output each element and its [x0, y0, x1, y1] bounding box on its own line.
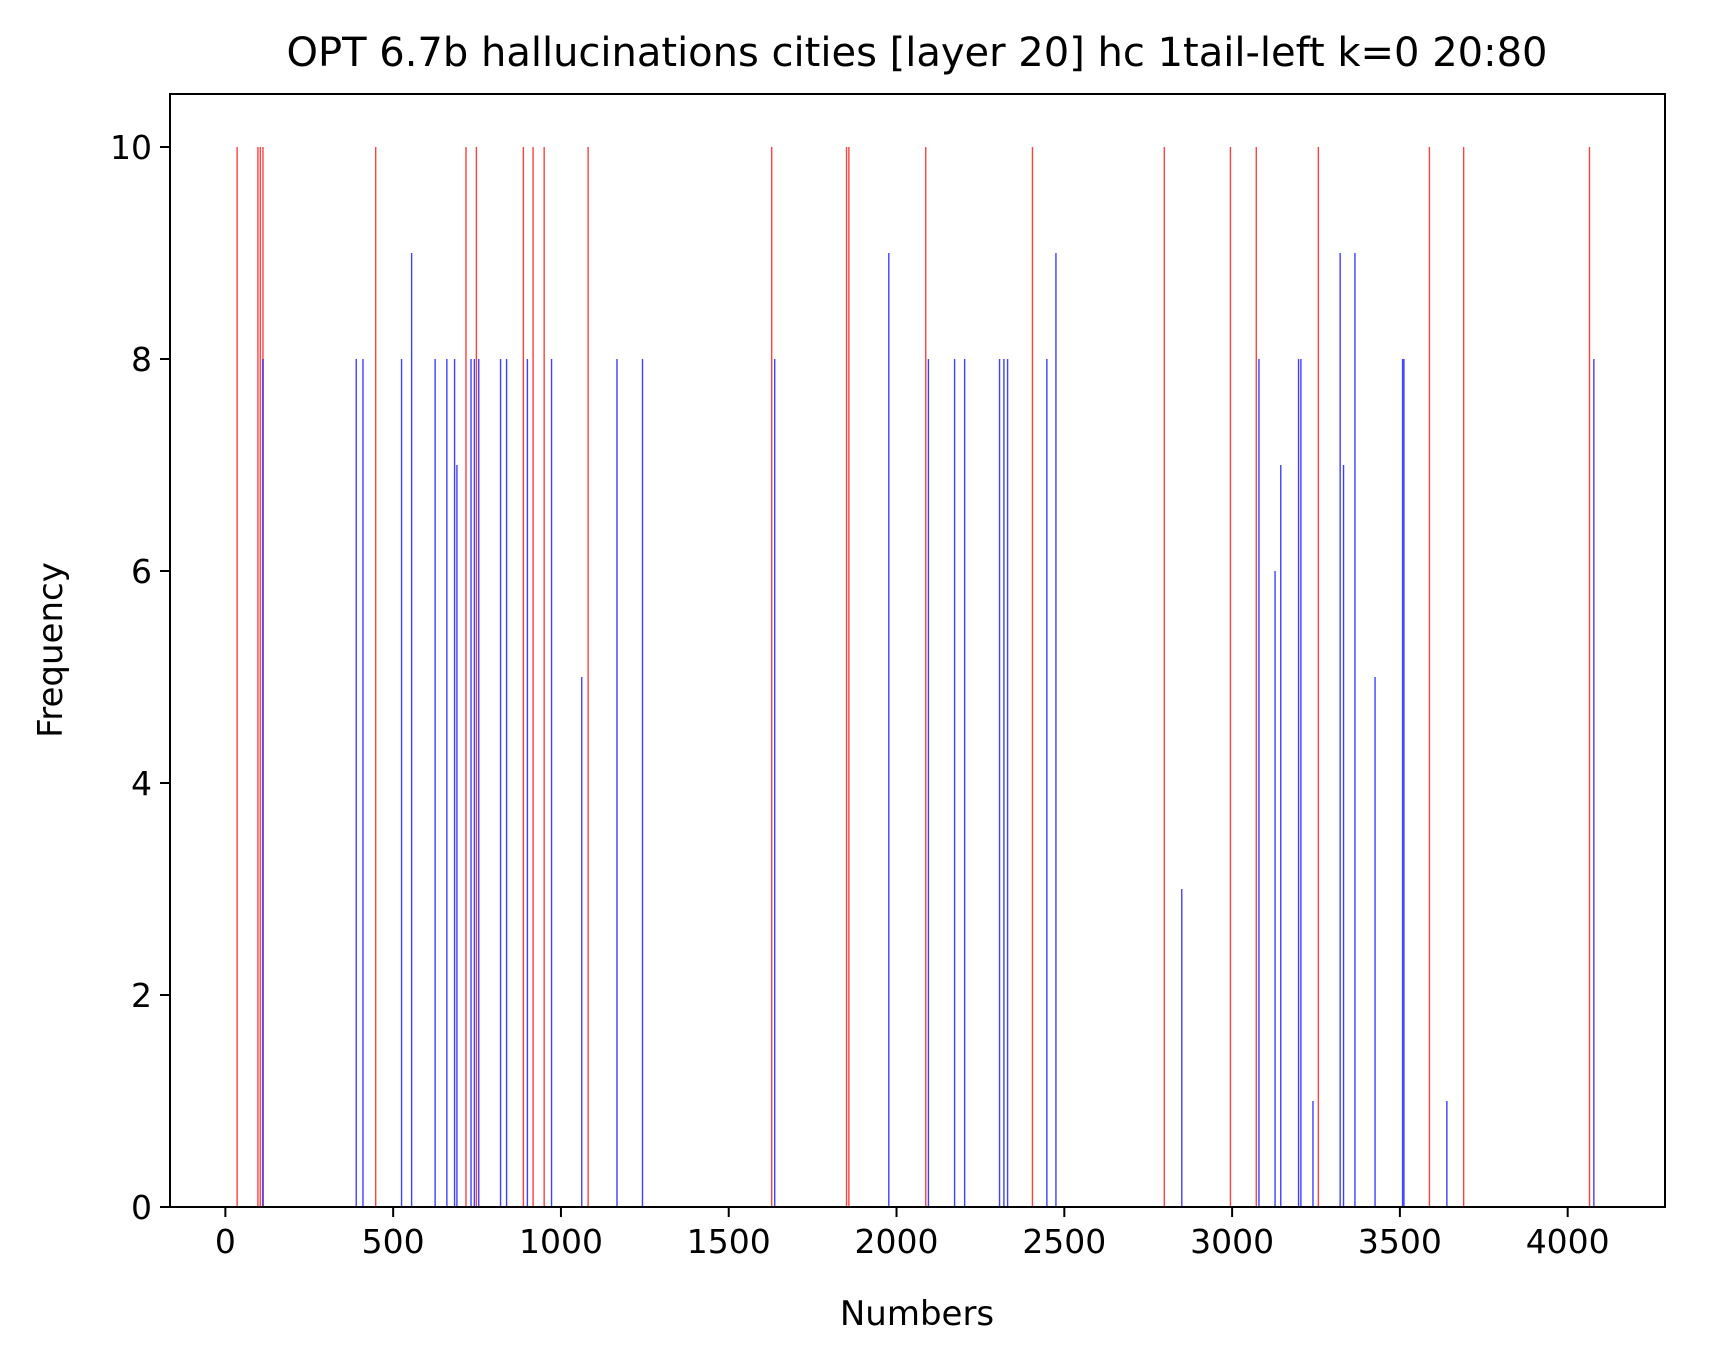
bar-s1-29 [1181, 889, 1183, 1207]
bar-s1-23 [963, 359, 966, 1207]
bar-s1-2 [362, 359, 364, 1207]
bar-s1-41 [1403, 359, 1405, 1207]
y-tick-label-0: 0 [131, 1188, 152, 1227]
bar-s1-36 [1339, 253, 1341, 1207]
bar-s0-1 [257, 147, 259, 1207]
bar-s0-12 [845, 147, 848, 1207]
bar-s1-42 [1446, 1101, 1448, 1207]
bar-s0-17 [1229, 147, 1232, 1207]
bar-s1-40 [1401, 359, 1404, 1207]
bar-s1-25 [1003, 359, 1005, 1207]
bar-s1-15 [550, 359, 553, 1207]
bar-s1-8 [456, 465, 458, 1207]
bar-s1-17 [616, 359, 618, 1207]
bar-s1-3 [400, 359, 403, 1207]
bar-s1-37 [1342, 465, 1345, 1207]
x-tick-label-8: 4000 [1526, 1222, 1610, 1261]
bar-s1-18 [641, 359, 644, 1207]
bar-s1-43 [1593, 359, 1595, 1207]
plot-frame [169, 93, 1666, 1208]
bar-s1-21 [927, 359, 930, 1207]
x-tick-label-3: 1500 [687, 1222, 771, 1261]
y-tick-label-1: 2 [131, 976, 152, 1015]
bar-s1-34 [1300, 359, 1302, 1207]
bar-s0-21 [1462, 147, 1465, 1207]
bar-s1-26 [1006, 359, 1009, 1207]
bar-s0-5 [465, 147, 467, 1207]
x-tick-label-7: 3500 [1358, 1222, 1442, 1261]
bar-s1-16 [581, 677, 583, 1207]
bar-s1-6 [446, 359, 448, 1207]
x-tick-label-1: 500 [362, 1222, 425, 1261]
bar-s1-12 [499, 359, 502, 1207]
bar-s0-11 [770, 147, 773, 1207]
bar-s0-6 [475, 147, 478, 1207]
bar-s1-35 [1312, 1101, 1314, 1207]
bar-s0-2 [259, 147, 261, 1207]
bar-s0-8 [532, 147, 534, 1207]
bar-s0-10 [587, 147, 589, 1207]
bar-s1-10 [473, 359, 476, 1207]
bar-s0-22 [1588, 147, 1591, 1207]
y-tick-label-3: 6 [131, 552, 152, 591]
x-tick-label-6: 3000 [1190, 1222, 1274, 1261]
bar-s1-13 [505, 359, 508, 1207]
x-tick-label-0: 0 [215, 1222, 236, 1261]
bar-s1-4 [410, 253, 413, 1207]
bar-s1-39 [1374, 677, 1376, 1207]
bar-s1-24 [998, 359, 1001, 1207]
bar-s1-28 [1055, 253, 1057, 1207]
y-axis-label: Frequency [31, 562, 71, 738]
bar-s0-14 [925, 147, 927, 1207]
bar-s1-30 [1258, 359, 1260, 1207]
bar-s1-38 [1354, 253, 1356, 1207]
bar-s1-20 [888, 253, 890, 1207]
x-tick-label-2: 1000 [519, 1222, 603, 1261]
bar-s1-7 [453, 359, 456, 1207]
bar-s0-13 [848, 147, 850, 1207]
x-axis: 0 500 1000 1500 2000 2500 3000 3500 4000 [215, 1207, 1610, 1261]
x-tick-label-4: 2000 [855, 1222, 939, 1261]
bar-s0-7 [522, 147, 525, 1207]
bar-s1-27 [1046, 359, 1048, 1207]
bar-s1-33 [1297, 359, 1300, 1207]
y-axis: 0 2 4 6 8 10 [110, 128, 170, 1227]
chart-title: OPT 6.7b hallucinations cities [layer 20… [287, 30, 1548, 76]
bar-s0-16 [1163, 147, 1166, 1207]
bar-s1-9 [470, 359, 472, 1207]
bar-s0-15 [1031, 147, 1034, 1207]
bar-s0-19 [1317, 147, 1320, 1207]
bar-s0-18 [1255, 147, 1257, 1207]
bar-s1-31 [1274, 571, 1276, 1207]
y-tick-label-4: 8 [131, 340, 152, 379]
bar-s1-1 [355, 359, 357, 1207]
bar-s1-19 [774, 359, 776, 1207]
bar-s0-0 [236, 147, 238, 1207]
bar-s1-5 [434, 359, 436, 1207]
y-tick-label-5: 10 [110, 128, 152, 167]
bar-s1-32 [1280, 465, 1282, 1207]
bar-s1-14 [526, 359, 529, 1207]
x-axis-label: Numbers [840, 1294, 994, 1334]
bars-group [236, 147, 1595, 1207]
y-tick-label-2: 4 [131, 764, 152, 803]
bar-s0-4 [375, 147, 377, 1207]
bar-s1-0 [262, 359, 264, 1207]
bar-s1-11 [478, 359, 480, 1207]
bar-s0-20 [1428, 147, 1431, 1207]
bar-s1-22 [953, 359, 956, 1207]
bar-s0-9 [543, 147, 545, 1207]
x-tick-label-5: 2500 [1022, 1222, 1106, 1261]
